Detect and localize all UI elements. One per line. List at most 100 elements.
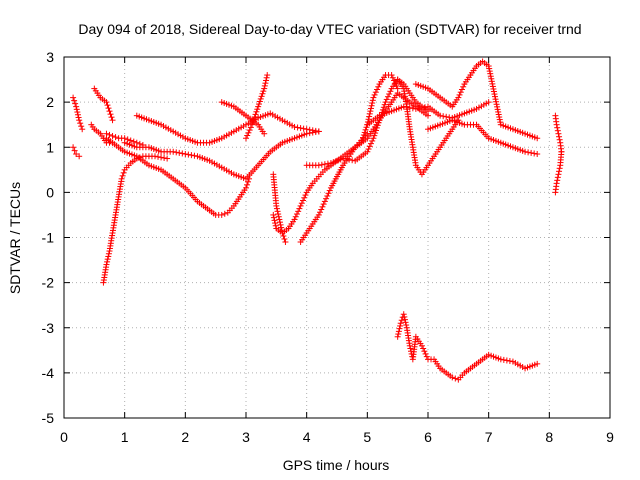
data-point — [359, 137, 366, 144]
data-point — [244, 132, 251, 139]
data-point — [272, 220, 279, 227]
data-point — [406, 342, 413, 349]
data-point — [282, 239, 289, 246]
data-point — [452, 375, 459, 382]
data-point — [270, 214, 277, 221]
data-point — [120, 169, 127, 176]
data-point — [455, 94, 462, 101]
data-point — [78, 123, 85, 130]
data-point — [525, 149, 532, 156]
data-point — [389, 74, 396, 81]
data-point — [130, 138, 137, 145]
data-point — [494, 106, 501, 113]
data-point — [106, 108, 113, 115]
data-point — [398, 317, 405, 324]
data-point — [491, 91, 498, 98]
data-point — [440, 113, 447, 120]
data-point — [493, 98, 500, 105]
data-point — [104, 258, 111, 265]
data-point — [72, 100, 79, 107]
data-point — [245, 129, 252, 136]
data-point — [188, 152, 195, 159]
data-point — [108, 114, 115, 121]
data-point — [75, 114, 82, 121]
x-tick-label: 3 — [242, 429, 250, 445]
data-point — [302, 192, 309, 199]
data-point — [394, 85, 401, 92]
data-point — [256, 98, 263, 105]
data-point — [315, 211, 322, 218]
data-point — [277, 221, 284, 228]
data-point — [243, 135, 249, 142]
data-point — [554, 124, 561, 131]
data-point — [366, 143, 373, 150]
data-point — [485, 99, 492, 106]
data-point — [161, 154, 168, 161]
data-point — [259, 90, 266, 97]
data-point — [243, 184, 249, 191]
data-point — [109, 132, 116, 139]
data-point — [127, 137, 134, 144]
x-tick-label: 0 — [60, 429, 68, 445]
data-point — [446, 114, 453, 121]
data-point — [503, 357, 510, 364]
data-point — [554, 174, 561, 181]
data-point — [70, 94, 77, 101]
axis-ticks: 0 1 2 3 4 5 6 7 8 9 -5 -4 -3 -2 -1 0 1 2 3 — [42, 49, 615, 445]
data-point — [393, 82, 400, 89]
data-point — [395, 328, 402, 335]
data-point — [104, 102, 111, 109]
data-point — [70, 144, 77, 151]
data-point — [155, 153, 162, 160]
data-point — [325, 190, 332, 197]
data-point — [317, 209, 324, 216]
data-point — [420, 345, 427, 352]
data-point — [107, 111, 114, 118]
data-point — [388, 72, 395, 79]
data-point — [76, 117, 83, 124]
data-point — [251, 113, 258, 120]
x-tick-label: 4 — [303, 429, 311, 445]
data-point — [182, 151, 189, 158]
data-point — [555, 171, 562, 178]
data-point — [384, 93, 391, 100]
y-tick-label: 2 — [46, 94, 54, 110]
data-point — [360, 132, 367, 139]
data-point — [486, 68, 493, 75]
data-point — [487, 73, 494, 80]
data-point — [261, 130, 268, 137]
data-point — [372, 89, 379, 96]
data-point — [373, 124, 380, 131]
data-point — [556, 165, 563, 172]
data-point — [358, 139, 365, 146]
chart-title: Day 094 of 2018, Sidereal Day-to-day VTE… — [78, 21, 581, 37]
data-point — [489, 83, 496, 90]
data-point — [534, 135, 541, 142]
data-point — [392, 80, 399, 87]
x-tick-label: 8 — [545, 429, 553, 445]
data-point — [246, 127, 253, 134]
data-point — [370, 94, 377, 101]
data-point — [397, 320, 404, 327]
data-point — [306, 130, 313, 137]
data-point — [382, 99, 389, 106]
data-point — [244, 181, 251, 188]
data-point — [534, 360, 541, 367]
data-point — [103, 99, 110, 106]
data-point — [556, 136, 563, 143]
data-point — [460, 83, 467, 90]
data-point — [369, 97, 376, 104]
data-point — [364, 148, 371, 155]
data-point — [275, 211, 282, 218]
data-point — [497, 356, 504, 363]
data-point — [264, 72, 271, 79]
data-point — [164, 155, 171, 162]
data-point — [496, 114, 503, 121]
data-point — [366, 110, 373, 117]
data-point — [383, 96, 390, 103]
data-point — [406, 104, 413, 111]
data-point — [412, 105, 419, 112]
data-point — [300, 125, 307, 132]
data-point — [402, 319, 409, 326]
